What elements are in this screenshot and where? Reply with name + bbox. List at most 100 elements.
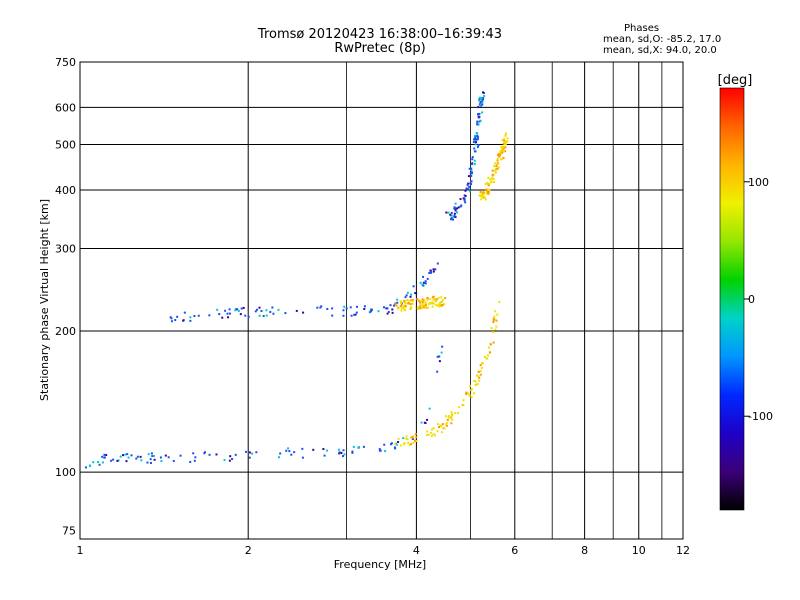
data-point (149, 458, 152, 461)
data-point (152, 455, 155, 458)
data-points (84, 91, 509, 469)
data-point (293, 451, 296, 454)
data-point (470, 163, 473, 166)
data-point (476, 120, 479, 123)
data-point (338, 451, 341, 454)
data-point (486, 354, 489, 357)
data-point (383, 443, 386, 446)
data-point (355, 305, 358, 308)
data-point (496, 167, 499, 170)
data-point (139, 455, 142, 458)
data-point (497, 166, 500, 169)
data-point (447, 416, 450, 419)
data-point (363, 305, 366, 308)
data-point (470, 171, 473, 174)
data-point (432, 427, 435, 430)
data-point (170, 320, 173, 323)
y-tick-label: 75 (62, 525, 76, 538)
data-point (440, 431, 443, 434)
data-point (424, 282, 427, 285)
data-point (436, 430, 439, 433)
data-point (491, 177, 494, 180)
data-point (478, 120, 481, 123)
data-point (439, 301, 442, 304)
data-point (453, 206, 456, 209)
grid-lines (80, 62, 683, 539)
data-point (216, 308, 219, 311)
data-point (475, 374, 478, 377)
data-point (400, 309, 403, 312)
chart-subtitle: RwPretec (8p) (334, 41, 426, 56)
data-point (425, 306, 428, 309)
data-point (488, 188, 491, 191)
data-point (410, 306, 413, 309)
data-point (489, 178, 492, 181)
data-point (326, 449, 329, 452)
data-point (473, 147, 476, 150)
data-point (349, 306, 352, 309)
data-point (502, 142, 505, 145)
data-point (401, 303, 404, 306)
data-point (426, 430, 429, 433)
data-point (405, 435, 408, 438)
data-point (287, 447, 290, 450)
data-point (474, 143, 477, 146)
data-point (452, 218, 455, 221)
data-point (435, 298, 438, 301)
data-point (399, 444, 402, 447)
data-point (478, 99, 481, 102)
data-point (501, 139, 504, 142)
data-point (244, 450, 247, 453)
data-point (248, 451, 251, 454)
data-point (491, 169, 494, 172)
data-point (479, 100, 482, 103)
data-point (421, 283, 424, 286)
data-point (480, 366, 483, 369)
data-point (506, 137, 509, 140)
data-point (103, 456, 106, 459)
data-point (435, 300, 438, 303)
data-point (427, 433, 430, 436)
data-point (405, 437, 408, 440)
data-point (410, 299, 413, 302)
x-tick-label: 6 (511, 544, 518, 557)
data-point (392, 304, 395, 307)
data-point (426, 306, 429, 309)
data-point (362, 445, 365, 448)
data-point (423, 421, 426, 424)
data-point (482, 96, 485, 99)
data-point (182, 319, 185, 322)
data-point (496, 159, 499, 162)
data-point (179, 454, 182, 457)
data-point (440, 425, 443, 428)
data-point (370, 310, 373, 313)
data-point (473, 159, 476, 162)
data-point (468, 167, 471, 170)
data-point (459, 198, 462, 201)
data-point (312, 448, 315, 451)
data-point (88, 465, 91, 468)
data-point (399, 305, 402, 308)
data-point (504, 146, 507, 149)
data-point (471, 162, 474, 165)
data-point (419, 305, 422, 308)
data-point (429, 431, 432, 434)
data-point (479, 191, 482, 194)
data-point (412, 435, 415, 438)
data-point (147, 453, 150, 456)
data-point (399, 300, 402, 303)
data-point (499, 149, 502, 152)
data-point (174, 319, 177, 322)
data-point (473, 137, 476, 140)
data-point (470, 174, 473, 177)
data-point (482, 91, 485, 94)
data-point (438, 355, 441, 358)
data-point (445, 423, 448, 426)
data-point (477, 113, 480, 116)
data-point (468, 384, 471, 387)
data-point (430, 301, 433, 304)
data-point (490, 181, 493, 184)
data-point (119, 455, 122, 458)
data-point (491, 174, 494, 177)
colorbar-tick-label: 0 (748, 293, 755, 306)
